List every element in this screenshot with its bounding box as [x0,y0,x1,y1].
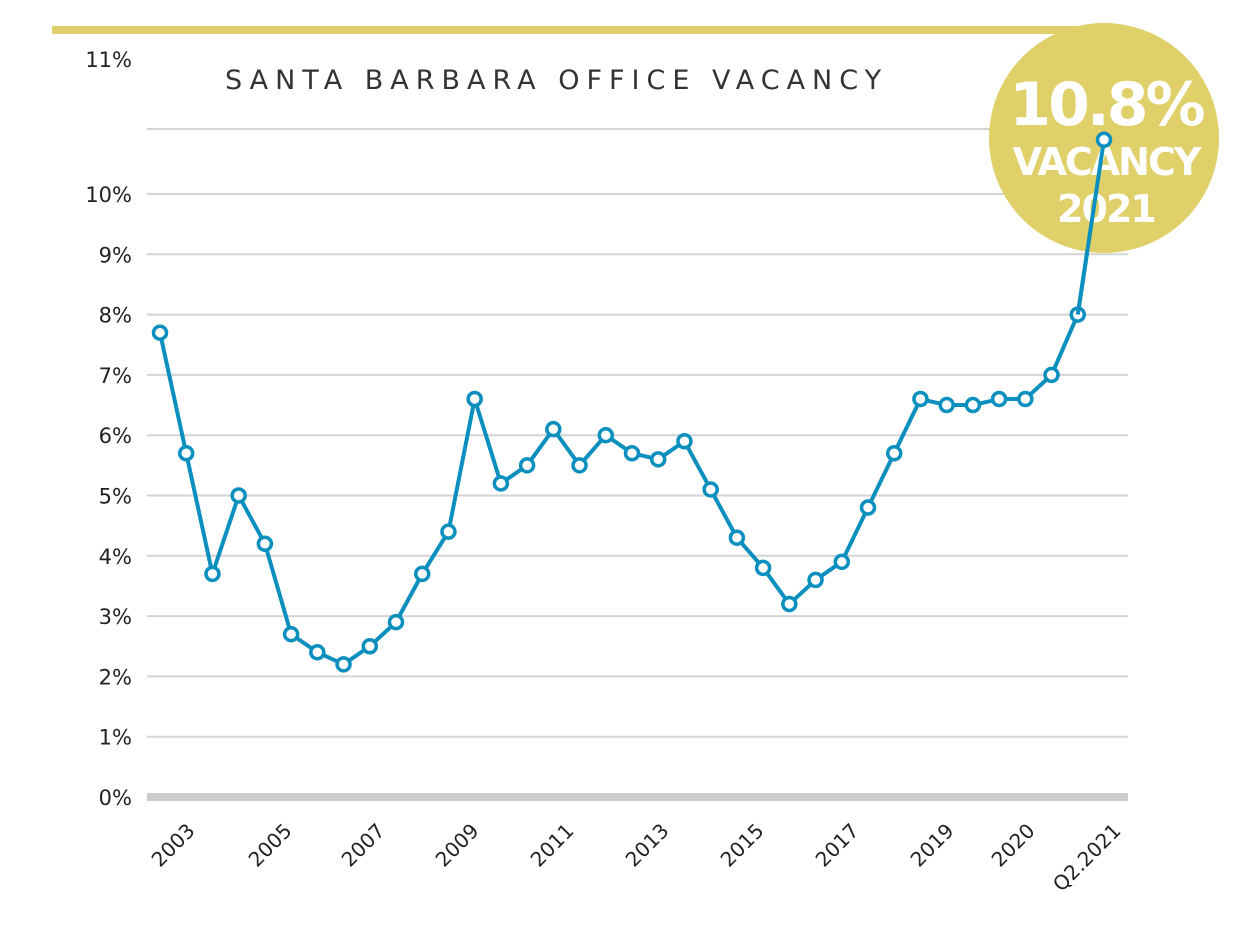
data-point [440,523,457,540]
data-point [230,487,247,504]
y-tick-label: 2% [99,665,132,689]
y-tick-label: 1% [99,726,132,750]
data-point [807,571,824,589]
data-point [1043,366,1060,384]
callout-line1: VACANCY [1013,140,1202,184]
data-point [413,565,431,583]
data-point-final [1095,131,1113,148]
data-point [990,390,1008,408]
data-point [492,475,510,492]
data-point [1017,390,1034,408]
y-tick-label: 9% [99,243,132,267]
data-point [204,565,221,583]
data-point [518,457,536,474]
data-point [676,432,693,450]
x-tick-label: Q2.2021 [1048,819,1126,897]
data-point [649,451,667,468]
x-tick-label: 2019 [906,819,959,872]
x-tick-label: 2009 [431,819,484,872]
data-point [282,625,300,643]
data-point [335,656,352,673]
y-tick-label: 6% [99,424,132,448]
series-vacancy [151,131,1113,673]
data-point [309,644,326,661]
y-tick-label: 4% [99,545,132,569]
data-point [256,535,274,552]
x-tick-label: 2017 [811,819,864,872]
data-point [754,559,772,577]
data-point [938,396,955,414]
y-axis-ticks: 0% 1% 2% 3% 4% 5% 6% 7% 8% 9% 10% 11% [85,48,132,810]
y-tick-label: 3% [99,605,132,629]
top-accent-bar [52,26,1102,34]
data-point [597,426,615,444]
data-point [702,481,719,498]
series-line [158,139,1106,667]
data-point [885,445,903,462]
callout-value: 10.8% [1009,70,1204,140]
x-tick-label: 2007 [337,819,390,872]
y-tick-label: 0% [99,786,132,810]
y-tick-label: 5% [99,485,132,509]
data-point [964,396,982,414]
series-line-final-segment [1075,139,1106,315]
data-point [466,390,483,408]
x-tick-label: 2005 [244,819,297,872]
chart-title: SANTA BARBARA OFFICE VACANCY [225,65,888,96]
series-overlay [1075,131,1113,315]
y-tick-label: 7% [99,364,132,388]
x-tick-label: 2015 [716,819,769,872]
x-tick-label: 2003 [147,819,200,872]
data-point [781,595,798,613]
data-point [623,445,641,462]
x-axis-ticks: 2003 2005 2007 2009 2011 2013 2015 2017 2019 2020… [147,819,1126,897]
x-tick-label: 2013 [621,819,674,872]
data-point [859,499,877,516]
data-point [151,324,169,341]
data-point [571,457,588,474]
data-point [387,613,405,631]
data-point [177,445,195,462]
data-point [833,553,851,571]
y-tick-label: 10% [85,183,132,207]
y-tick-label: 8% [99,304,132,328]
grid [147,128,1128,801]
x-tick-label: 2020 [987,819,1040,872]
data-point [728,529,746,546]
y-tick-label: 11% [85,48,132,72]
data-point [361,638,379,655]
x-tick-label: 2011 [526,819,579,872]
data-point [912,390,929,408]
data-point [545,420,562,438]
callout-line2: 2021 [1057,187,1155,231]
